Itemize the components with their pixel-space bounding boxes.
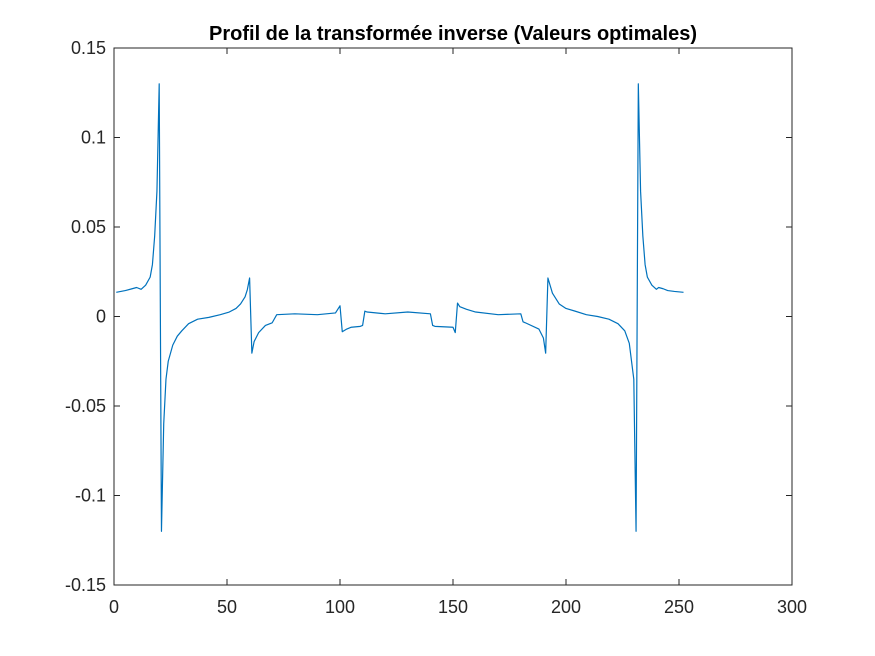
x-tick-label: 50 bbox=[217, 597, 237, 617]
chart-title: Profil de la transformée inverse (Valeur… bbox=[209, 23, 697, 45]
x-tick-label: 200 bbox=[551, 597, 581, 617]
x-axis: 0 50 100 150 200 250 300 bbox=[109, 48, 807, 617]
x-tick-label: 150 bbox=[438, 597, 468, 617]
series-line bbox=[116, 83, 684, 532]
series-layer bbox=[116, 83, 684, 532]
x-tick-label: 100 bbox=[325, 597, 355, 617]
y-tick-label: 0.1 bbox=[81, 128, 106, 148]
y-tick-label: -0.05 bbox=[65, 396, 106, 416]
y-axis: -0.15 -0.1 -0.05 0 0.05 0.1 0.15 bbox=[65, 38, 792, 595]
plot-area bbox=[113, 47, 793, 586]
y-tick-label: -0.15 bbox=[65, 575, 106, 595]
x-tick-label: 300 bbox=[777, 597, 807, 617]
y-tick-label: 0.15 bbox=[71, 38, 106, 58]
x-tick-label: 0 bbox=[109, 597, 119, 617]
y-tick-label: 0.05 bbox=[71, 217, 106, 237]
y-tick-label: -0.1 bbox=[75, 486, 106, 506]
x-tick-label: 250 bbox=[664, 597, 694, 617]
y-tick-label: 0 bbox=[96, 307, 106, 327]
